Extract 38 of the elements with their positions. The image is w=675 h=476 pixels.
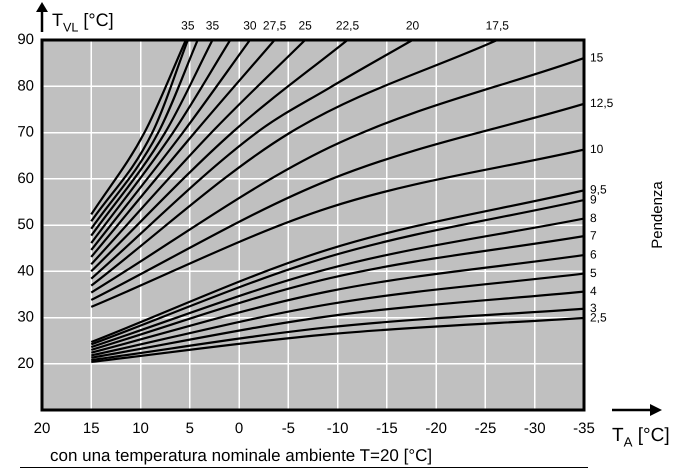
series-label: 22,5 xyxy=(336,18,360,32)
x-tick-label: 20 xyxy=(34,420,50,438)
y-tick-label: 30 xyxy=(17,308,34,326)
y-tick-label: 90 xyxy=(17,31,34,48)
x-tick-label: -20 xyxy=(425,420,448,438)
series-label: 6 xyxy=(590,247,597,262)
y-tick-label: 60 xyxy=(17,170,34,187)
x-tick-label: -15 xyxy=(376,420,398,438)
series-label: 35 xyxy=(206,18,220,32)
x-tick-label: -10 xyxy=(326,420,348,438)
x-tick-label: 0 xyxy=(234,420,244,438)
x-tick-label: -35 xyxy=(573,420,595,438)
x-tick-label: -25 xyxy=(474,420,496,438)
y-tick-label: 70 xyxy=(17,124,34,141)
series-label: 30 xyxy=(243,18,257,32)
series-label: 27,5 xyxy=(262,18,287,32)
x-tick-label: 10 xyxy=(132,420,149,438)
series-label: 8 xyxy=(590,210,597,225)
x-tick-label: -30 xyxy=(524,420,546,438)
x-tick-label: -5 xyxy=(282,420,296,438)
x-tick-label: 15 xyxy=(82,420,100,438)
series-label: 35 xyxy=(181,18,195,32)
y-tick-label: 50 xyxy=(17,216,34,234)
series-label: 4 xyxy=(590,284,597,298)
series-label: 25 xyxy=(298,18,312,32)
y-tick-label: 40 xyxy=(17,262,34,280)
series-label: 12,5 xyxy=(590,96,614,110)
x-tick-label: 5 xyxy=(186,420,194,438)
series-label: 17,5 xyxy=(486,18,510,32)
series-label: 5 xyxy=(590,266,597,280)
y-tick-label: 80 xyxy=(17,77,34,94)
text: con una temperatura nominale ambiente T=20 [°C] xyxy=(50,446,432,465)
series-label: 20 xyxy=(406,18,420,32)
series-label: 15 xyxy=(590,50,604,64)
legend-title: Pendenza xyxy=(649,180,666,249)
y-tick-label: 20 xyxy=(17,354,34,372)
series-label: 10 xyxy=(590,142,604,156)
series-label: 7 xyxy=(590,228,597,242)
